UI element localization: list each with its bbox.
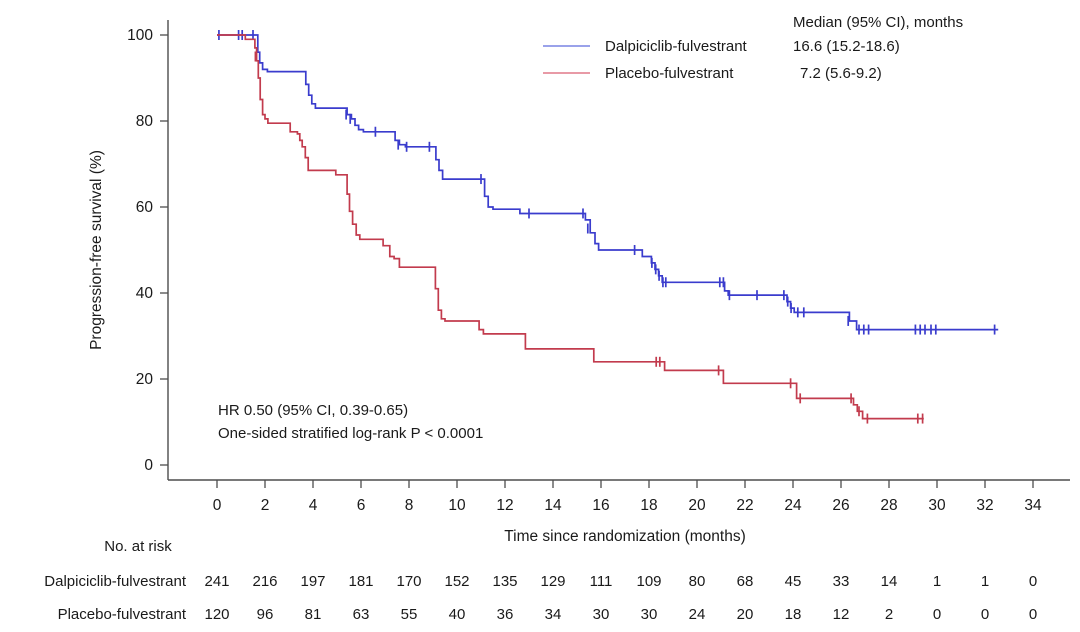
x-tick-label: 20: [688, 497, 706, 514]
x-tick-label: 6: [357, 497, 366, 514]
x-tick-label: 22: [736, 497, 753, 514]
x-tick-label: 18: [640, 497, 657, 514]
x-tick-label: 30: [928, 497, 946, 514]
y-tick-label: 100: [127, 27, 153, 44]
survival-curve-dalpiciclib: [217, 34, 999, 331]
at-risk-count: 68: [736, 573, 754, 590]
at-risk-count: 63: [352, 606, 370, 623]
censor-marks-placebo: [254, 51, 924, 424]
at-risk-count: 1: [932, 573, 942, 590]
at-risk-count: 20: [736, 606, 754, 623]
at-risk-count: 120: [204, 606, 230, 623]
at-risk-count: 111: [589, 573, 613, 590]
x-tick-label: 26: [832, 497, 849, 514]
at-risk-count: 96: [256, 606, 274, 623]
legend-line-placebo: [543, 72, 590, 74]
at-risk-count: 0: [1028, 606, 1038, 623]
at-risk-count: 0: [932, 606, 942, 623]
x-tick-label: 8: [405, 497, 414, 514]
at-risk-row-label-placebo: Placebo-fulvestrant: [57, 606, 186, 623]
x-tick-label: 16: [592, 497, 609, 514]
legend-label-dalpiciclib: Dalpiciclib-fulvestrant: [605, 38, 747, 55]
at-risk-count: 135: [492, 573, 518, 590]
at-risk-count: 24: [688, 606, 706, 623]
hr-annotation-line2: One-sided stratified log-rank P < 0.0001: [218, 425, 484, 442]
at-risk-count: 2: [884, 606, 894, 623]
at-risk-count: 18: [784, 606, 802, 623]
at-risk-count: 216: [252, 573, 278, 590]
at-risk-count: 0: [980, 606, 990, 623]
y-tick-label: 60: [136, 199, 154, 216]
at-risk-count: 12: [832, 606, 850, 623]
at-risk-count: 36: [496, 606, 514, 623]
x-tick-label: 10: [448, 497, 466, 514]
at-risk-count: 80: [688, 573, 706, 590]
x-tick-label: 32: [976, 497, 993, 514]
censor-marks-dalpiciclib: [218, 30, 996, 335]
at-risk-count: 152: [444, 573, 470, 590]
at-risk-count: 34: [544, 606, 562, 623]
y-tick-label: 80: [136, 113, 154, 130]
survival-curve-placebo: [217, 34, 924, 420]
y-tick-label: 0: [144, 457, 153, 474]
at-risk-count: 1: [980, 573, 990, 590]
hr-annotation-line1: HR 0.50 (95% CI, 0.39-0.65): [218, 402, 409, 419]
at-risk-count: 30: [640, 606, 658, 623]
at-risk-count: 0: [1028, 573, 1038, 590]
hr-annotation: HR 0.50 (95% CI, 0.39-0.65) One-sided st…: [218, 399, 483, 445]
x-tick-label: 0: [213, 497, 222, 514]
legend-label-placebo: Placebo-fulvestrant: [605, 65, 734, 82]
at-risk-count: 33: [832, 573, 850, 590]
legend-median-dalpiciclib: 16.6 (15.2-18.6): [793, 38, 900, 55]
x-tick-label: 34: [1024, 497, 1042, 514]
at-risk-count: 81: [304, 606, 322, 623]
at-risk-title: No. at risk: [104, 538, 172, 555]
at-risk-count: 181: [348, 573, 374, 590]
y-axis-title: Progression-free survival (%): [88, 150, 105, 350]
at-risk-count: 241: [204, 573, 230, 590]
x-tick-label: 28: [880, 497, 897, 514]
at-risk-count: 30: [592, 606, 610, 623]
y-tick-label: 40: [136, 285, 154, 302]
x-axis-title: Time since randomization (months): [504, 528, 746, 545]
at-risk-count: 45: [784, 573, 802, 590]
at-risk-count: 129: [540, 573, 566, 590]
at-risk-count: 109: [636, 573, 662, 590]
legend-header: Median (95% CI), months: [793, 14, 964, 31]
at-risk-count: 55: [400, 606, 418, 623]
at-risk-count: 14: [880, 573, 898, 590]
at-risk-row-label-dalpiciclib: Dalpiciclib-fulvestrant: [44, 573, 186, 590]
x-tick-label: 12: [496, 497, 513, 514]
legend-median-placebo: 7.2 (5.6-9.2): [800, 65, 882, 82]
x-tick-label: 2: [261, 497, 270, 514]
y-tick-label: 20: [136, 371, 154, 388]
x-tick-label: 24: [784, 497, 802, 514]
legend-line-dalpiciclib: [543, 45, 590, 47]
at-risk-count: 40: [448, 606, 466, 623]
x-tick-label: 4: [309, 497, 318, 514]
at-risk-count: 197: [300, 573, 326, 590]
x-tick-label: 14: [544, 497, 562, 514]
at-risk-count: 170: [396, 573, 422, 590]
